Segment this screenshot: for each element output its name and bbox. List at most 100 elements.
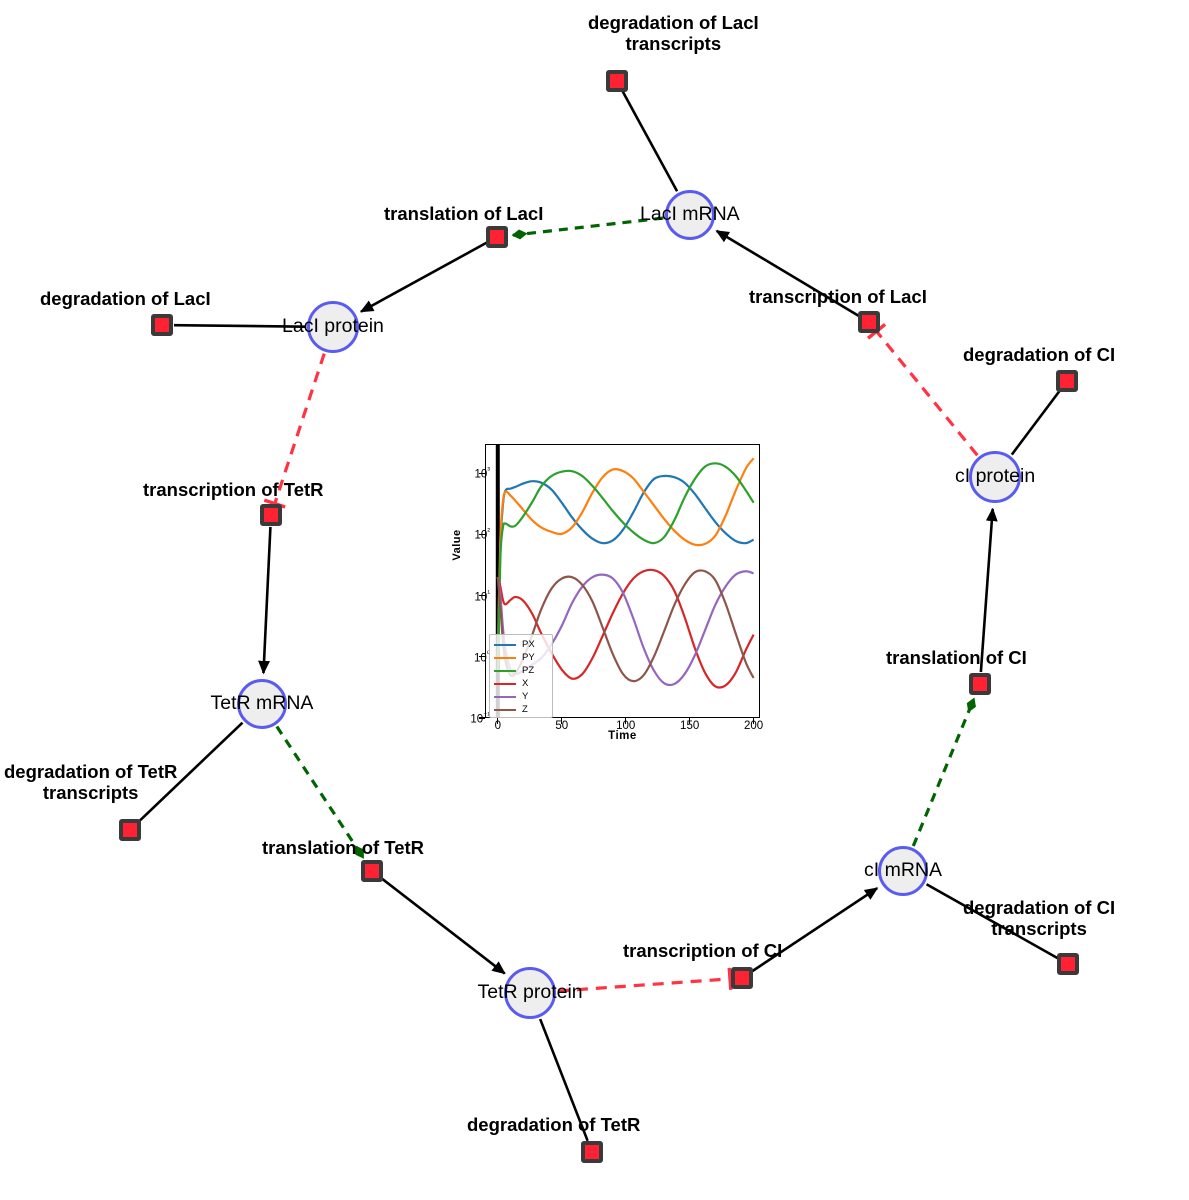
edge-substrate [925,883,1059,960]
legend-swatch-PY [494,657,516,660]
legend-entry-PZ: PZ [494,664,550,677]
legend-swatch-Z [494,709,516,712]
y-tickmark-4 [479,472,485,474]
reaction-label-transl_ci: translation of CI [886,647,1027,668]
y-tick-2: 10¹ [474,588,490,604]
legend-entry-PX: PX [494,638,550,651]
x-tickmark-4 [753,718,755,724]
y-tickmark-2 [479,594,485,597]
legend-entry-X: X [494,677,550,690]
species-node-tetr_protein[interactable] [504,967,556,1019]
x-tick-4: 200 [744,720,764,732]
edge-inhibition [273,353,326,505]
species-label-ci_mrna: cI mRNA [864,859,942,881]
reaction-label-transcr_tetr: transcription of TetR [143,479,324,500]
inhibition-tee [727,967,733,990]
legend-entry-Y: Y [494,690,550,703]
edge-product [380,877,506,975]
x-tickmark-2 [625,718,627,724]
plot-legend: PX PY PZ X Y Z [489,634,553,718]
species-node-laci_mrna[interactable] [665,190,715,240]
reaction-node-transl_ci[interactable] [969,673,991,695]
y-tick-1: 10⁰ [473,649,490,665]
edge-substrate [621,90,679,192]
reaction-node-transcr_laci[interactable] [858,311,880,333]
reaction-node-transcr_tetr[interactable] [260,504,282,526]
reaction-node-transl_tetr[interactable] [361,860,383,882]
x-tick-2: 100 [616,720,636,732]
series-PZ [496,462,755,671]
y-tick-0: 10⁻¹ [470,710,490,726]
x-axis-label: Time [608,730,637,742]
edge-product [715,229,860,317]
reaction-label-transl_tetr: translation of TetR [262,837,425,858]
reaction-node-deg_laci[interactable] [151,314,173,336]
edge-modifier [275,725,365,859]
edge-inhibition [875,330,979,457]
legend-label-PZ: PZ [522,665,535,676]
edge-substrate [538,1018,589,1142]
reaction-label-transcr_ci: transcription of CI [623,940,783,961]
species-node-laci_protein[interactable] [307,301,359,353]
reaction-node-deg_ci_transcripts[interactable] [1057,953,1079,975]
edge-substrate [1010,389,1061,456]
reaction-label-deg_tetr: degradation of TetR [467,1114,641,1135]
species-node-ci_mrna[interactable] [878,846,928,896]
x-tickmark-3 [689,718,691,724]
species-node-ci_protein[interactable] [969,451,1021,503]
y-tick-4: 10³ [474,465,490,481]
edge-product [258,526,272,675]
x-tickmark-0 [497,718,499,724]
species-label-laci_protein: LacI protein [282,315,384,337]
species-label-laci_mrna: LacI mRNA [640,203,740,225]
reaction-label-transcr_laci: transcription of LacI [749,286,927,307]
y-tickmark-0 [479,717,485,719]
x-tick-3: 150 [680,720,700,732]
reaction-node-transl_laci[interactable] [486,226,508,248]
legend-label-Z: Z [522,704,528,715]
edge-substrate [173,323,306,328]
edge-substrate [137,721,244,823]
x-tick-1: 50 [555,720,569,732]
reaction-node-deg_ci[interactable] [1056,370,1078,392]
series-PX [496,474,755,660]
reaction-label-deg_tetr_transcripts: degradation of TetR transcripts [4,761,178,803]
legend-swatch-PZ [494,670,516,673]
edge-product [979,507,998,673]
y-tick-3: 10² [474,526,490,542]
reaction-node-transcr_ci[interactable] [731,967,753,989]
y-axis-label: Value [451,529,463,561]
edge-product [751,887,879,973]
reaction-node-deg_tetr[interactable] [581,1141,603,1163]
legend-swatch-Y [494,696,516,699]
legend-label-PX: PX [522,639,535,650]
edge-inhibition [557,977,731,993]
legend-entry-PY: PY [494,651,550,664]
legend-swatch-X [494,683,516,686]
legend-swatch-PX [494,644,516,647]
reaction-node-deg_tetr_transcripts[interactable] [119,819,141,841]
legend-label-Y: Y [522,691,529,702]
species-node-tetr_mrna[interactable] [237,679,287,729]
reaction-node-deg_laci_transcripts[interactable] [606,70,628,92]
reaction-label-deg_laci_transcripts: degradation of LacI transcripts [588,12,759,54]
y-tickmark-1 [479,656,485,658]
legend-label-X: X [522,678,529,689]
edge-modifier [911,697,976,847]
edge-product [359,241,488,313]
x-tickmark-1 [561,718,563,724]
y-tickmark-3 [479,533,485,536]
species-label-tetr_protein: TetR protein [477,981,583,1003]
reaction-label-deg_ci: degradation of CI [963,344,1116,365]
series-PY [496,457,755,657]
species-label-ci_protein: cI protein [955,465,1036,487]
legend-label-PY: PY [522,652,535,663]
legend-entry-Z: Z [494,703,550,716]
reaction-label-deg_laci: degradation of LacI [40,288,211,309]
reaction-label-deg_ci_transcripts: degradation of CI transcripts [963,897,1116,939]
reaction-label-transl_laci: translation of LacI [384,203,544,224]
x-tick-0: 0 [494,720,501,732]
timecourse-inset-plot: Value Time 10⁻¹ 10⁰ 10¹ 10² 10³ 0 50 100 150 200… [423,437,768,755]
